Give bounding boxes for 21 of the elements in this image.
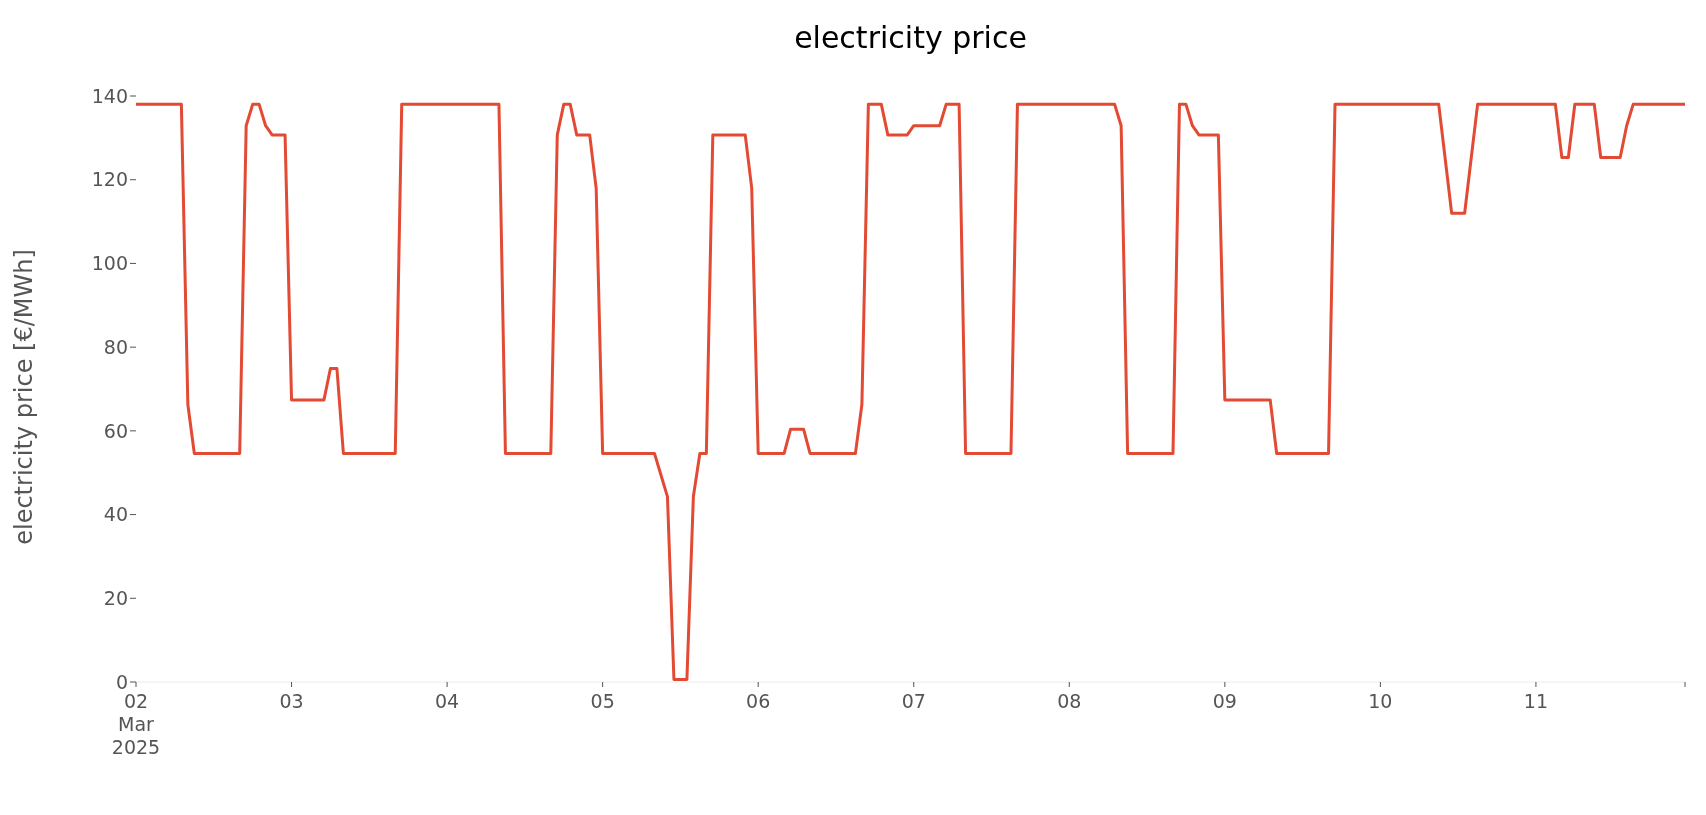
- y-tick-label: 20: [103, 587, 128, 610]
- x-tick-label: 02 Mar 2025: [111, 690, 161, 758]
- y-tick-label: 60: [103, 419, 128, 442]
- y-tick-label: 80: [103, 335, 128, 358]
- x-tick-label: 05: [590, 690, 615, 712]
- y-tick-label: 120: [91, 168, 128, 191]
- x-tick-label: 07: [901, 690, 926, 712]
- y-tick-label: 140: [91, 84, 128, 107]
- chart-title: electricity price: [793, 20, 1028, 55]
- x-tick-label: 06: [746, 690, 771, 712]
- x-tick-label: 11: [1523, 690, 1549, 712]
- y-tick-label: 40: [103, 503, 128, 526]
- y-tick-label: 100: [91, 252, 128, 275]
- x-tick-label: 03: [279, 690, 304, 712]
- x-tick-label: 08: [1057, 690, 1082, 712]
- x-tick-label: 09: [1212, 690, 1237, 712]
- line-series: [136, 102, 1685, 681]
- y-axis-title: electricity price [€/MWh]: [10, 249, 38, 545]
- y-tick-label: 0: [115, 670, 128, 693]
- x-tick-label: 10: [1368, 690, 1393, 712]
- x-tick-label: 04: [435, 690, 460, 712]
